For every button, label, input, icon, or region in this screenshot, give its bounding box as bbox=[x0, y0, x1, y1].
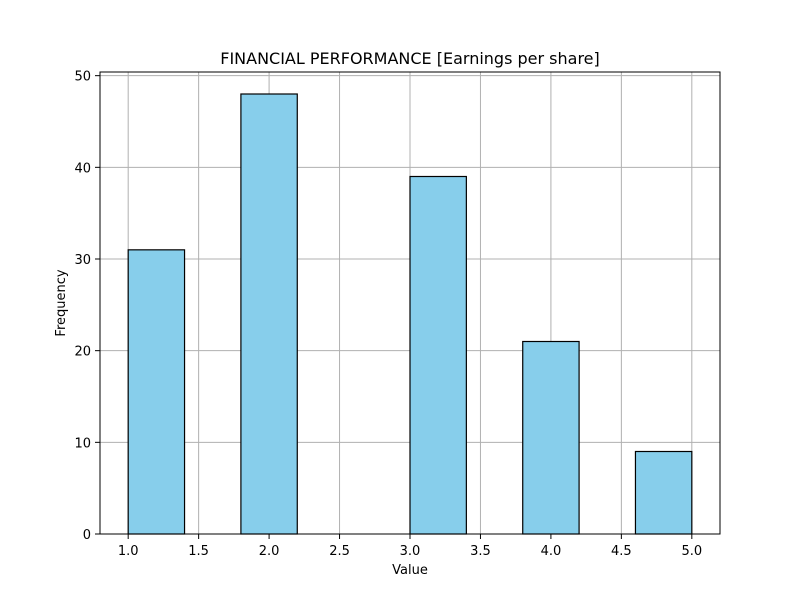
x-axis-label: Value bbox=[392, 563, 428, 578]
histogram-bar bbox=[409, 175, 467, 535]
x-tick-label: 5.0 bbox=[681, 544, 702, 559]
histogram-bar bbox=[522, 340, 580, 535]
x-tick-label: 3.0 bbox=[400, 544, 421, 559]
x-tick-label: 4.0 bbox=[541, 544, 562, 559]
y-tick-label: 0 bbox=[83, 528, 91, 543]
y-tick-label: 40 bbox=[74, 161, 91, 176]
histogram-bar bbox=[240, 93, 298, 535]
y-tick-label: 10 bbox=[74, 436, 91, 451]
y-axis-ticks: 0 10 20 30 40 50 bbox=[74, 70, 100, 543]
bars bbox=[127, 93, 693, 535]
x-tick-label: 4.5 bbox=[611, 544, 632, 559]
y-tick-label: 20 bbox=[74, 345, 91, 360]
x-tick-label: 2.5 bbox=[329, 544, 350, 559]
histogram-bar bbox=[127, 249, 186, 535]
x-tick-label: 3.5 bbox=[470, 544, 491, 559]
x-tick-label: 1.0 bbox=[118, 544, 139, 559]
y-tick-label: 50 bbox=[74, 70, 91, 85]
x-axis-ticks: 1.0 1.5 2.0 2.5 3.0 3.5 4.0 4.5 5.0 bbox=[118, 534, 702, 559]
y-axis-label: Frequency bbox=[54, 269, 69, 336]
x-tick-label: 2.0 bbox=[259, 544, 280, 559]
x-tick-label: 1.5 bbox=[188, 544, 209, 559]
chart-title: FINANCIAL PERFORMANCE [Earnings per shar… bbox=[220, 49, 600, 68]
y-tick-label: 30 bbox=[74, 253, 91, 268]
histogram-bar bbox=[634, 450, 693, 535]
